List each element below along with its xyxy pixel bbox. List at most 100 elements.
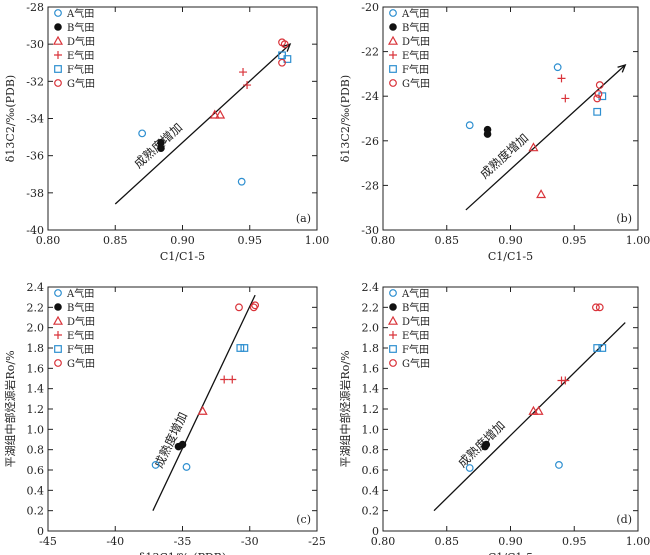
trend-label: 成熟度增加 [455, 418, 508, 471]
y-tick-label: -36 [26, 150, 44, 163]
panel-label: (c) [296, 513, 311, 526]
data-point [240, 344, 249, 352]
y-axis-title: δ13C2/‰(PDB) [4, 75, 17, 162]
data-point [555, 461, 563, 469]
x-tick-label: 0.95 [562, 535, 587, 548]
data-point [592, 303, 600, 312]
data-point [557, 74, 566, 83]
chart-panel-b: 0.80 0.85 0.90 0.95 1.00 -20 -22 -24 -26 -28 -30 C1… [339, 1, 650, 263]
y-tick-label: 1.6 [27, 362, 45, 375]
legend-label: F气田 [67, 343, 94, 356]
data-point [561, 94, 570, 103]
data-point [243, 81, 252, 90]
data-point [178, 440, 187, 449]
data-point [465, 121, 474, 130]
data-point [283, 55, 292, 63]
y-tick-label: 2.2 [362, 301, 380, 314]
legend-label: A气田 [66, 287, 94, 300]
x-axis-title: δ13C1/‰(PDB) [139, 551, 226, 555]
data-point [595, 303, 604, 312]
data-point [482, 440, 491, 449]
y-tick-label: 0.6 [362, 464, 380, 477]
legend-marker [389, 79, 397, 87]
x-tick-label: -30 [241, 535, 259, 548]
x-tick-label: 0.80 [371, 535, 396, 548]
x-tick-label: 0.85 [435, 234, 460, 247]
legend-label: D气田 [67, 35, 95, 48]
data-point [528, 142, 539, 152]
y-tick-label: 1.0 [27, 423, 45, 436]
legend-label: G气田 [402, 77, 430, 90]
data-point [151, 461, 160, 469]
legend-label: B气田 [402, 301, 429, 314]
legend-label: G气田 [67, 357, 95, 370]
x-tick-label: 1.00 [626, 535, 650, 548]
data-point [593, 344, 602, 352]
y-tick-label: 1.0 [362, 423, 380, 436]
legend-marker [54, 23, 62, 31]
y-axis-title: 平湖组中部烃源岩Ro/% [3, 350, 17, 467]
trend-label: 成熟度增加 [151, 409, 190, 470]
data-point [280, 40, 289, 49]
legend-marker [52, 35, 64, 45]
trend-arrowhead [282, 43, 292, 52]
panel-label: (d) [616, 513, 632, 526]
legend-label: E气田 [67, 329, 94, 342]
data-point [182, 463, 191, 471]
y-tick-label: 0 [37, 525, 44, 538]
legend-label: F气田 [67, 63, 94, 76]
data-point [235, 303, 243, 312]
legend-marker [54, 345, 62, 353]
y-tick-label: 2.2 [27, 301, 45, 314]
data-point [598, 344, 607, 352]
y-tick-label: -28 [361, 179, 379, 192]
legend-label: G气田 [402, 357, 430, 370]
data-point [483, 130, 492, 138]
legend-marker [54, 9, 62, 17]
x-axis-title: C1/C1-5 [488, 250, 533, 263]
chart-panel-d: 0.80 0.85 0.90 0.95 1.00 0 0.2 0.4 0.6 0.8 1.0 1.2 1… [338, 281, 650, 555]
x-tick-label: -25 [308, 535, 326, 548]
y-tick-label: -34 [26, 113, 44, 126]
y-tick-label: 1.4 [362, 383, 380, 396]
legend-marker [54, 303, 62, 311]
legend-label: D气田 [402, 35, 430, 48]
data-point [593, 107, 602, 116]
y-tick-label: -40 [26, 224, 44, 237]
y-tick-label: 0.8 [362, 444, 380, 457]
legend-label: E气田 [67, 49, 94, 62]
legend-marker [389, 9, 397, 17]
data-point [278, 58, 286, 67]
data-point [594, 90, 603, 98]
trend-line [114, 43, 291, 205]
data-point [157, 144, 165, 153]
y-tick-label: 0 [372, 525, 379, 538]
x-tick-label: -45 [39, 535, 57, 548]
y-tick-label: 2.0 [27, 322, 45, 335]
legend-marker [54, 65, 62, 73]
data-point [197, 405, 208, 415]
data-point [239, 68, 248, 77]
x-tick-label: 0.90 [498, 535, 523, 548]
y-tick-label: -32 [26, 75, 44, 88]
legend-label: E气田 [402, 329, 429, 342]
y-tick-label: 2.4 [27, 281, 45, 294]
legend-marker [54, 331, 62, 339]
legend-label: A气田 [66, 7, 94, 20]
y-tick-label: 0.2 [362, 505, 380, 518]
trend-label: 成熟度增加 [131, 120, 185, 172]
data-point [138, 129, 147, 138]
y-tick-label: 1.6 [362, 362, 380, 375]
data-point [236, 344, 245, 352]
y-tick-label: 0.4 [27, 484, 45, 497]
x-axis-title: C1/C1-5 [160, 250, 205, 263]
data-point [215, 109, 226, 119]
legend-label: B气田 [67, 301, 94, 314]
y-tick-label: -30 [361, 224, 379, 237]
legend-label: D气田 [402, 315, 430, 328]
x-tick-label: 0.90 [498, 234, 523, 247]
legend-label: G气田 [67, 77, 95, 90]
data-point [228, 375, 237, 384]
legend-marker [389, 289, 397, 297]
x-tick-label: 0.85 [435, 535, 460, 548]
